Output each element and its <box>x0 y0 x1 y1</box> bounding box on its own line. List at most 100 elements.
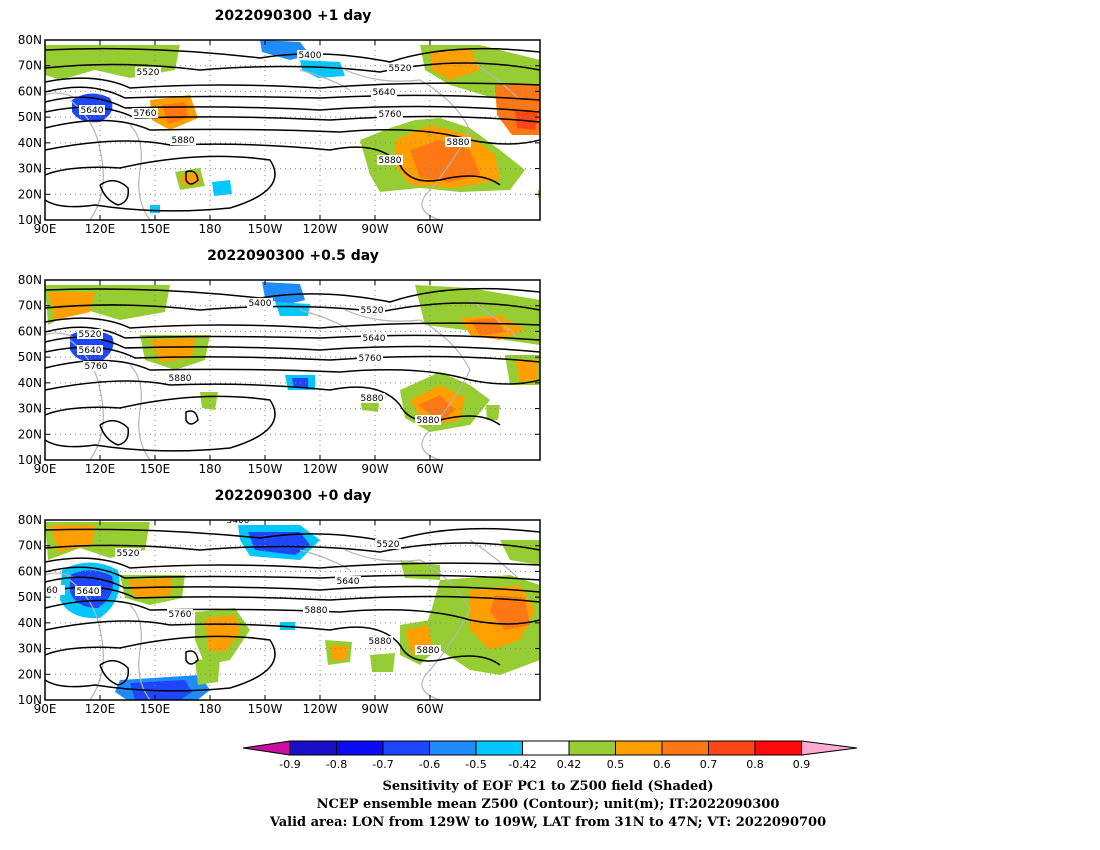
lat-tick-label: 50N <box>18 110 42 124</box>
lon-tick-label: 90W <box>361 462 388 476</box>
colorbar-segment <box>615 740 663 756</box>
map-panel-1: 2022090300 +1 day 5400 5520 5520 5640 5640 576… <box>18 8 541 236</box>
z500-contour <box>99 179 130 206</box>
colorbar-segment <box>429 740 477 756</box>
z500-contour <box>45 106 540 123</box>
sensitivity-shading <box>410 140 480 182</box>
contour-label: 5880 <box>170 135 196 146</box>
z500-contour <box>99 659 130 686</box>
sensitivity-shading <box>150 205 160 213</box>
z500-contour <box>45 287 540 303</box>
z500-contour <box>45 620 501 666</box>
contour-label: 5880 <box>303 605 329 616</box>
lon-tick-label: 120W <box>303 462 338 476</box>
z500-contour <box>45 395 276 452</box>
contour-label: 5760 <box>377 109 403 120</box>
colorbar-low-arrow <box>242 740 291 756</box>
lon-tick-label: 180 <box>199 702 222 716</box>
coastline <box>299 309 351 331</box>
lat-tick-label: 40N <box>18 616 42 630</box>
svg-text:5640: 5640 <box>81 106 104 116</box>
lon-tick-label: 90E <box>34 702 57 716</box>
contour-label: 5400 <box>225 520 251 526</box>
svg-text:5760: 5760 <box>169 610 192 620</box>
svg-text:5880: 5880 <box>379 156 402 166</box>
lat-tick-label: 30N <box>18 642 42 656</box>
z500-contour <box>45 576 540 593</box>
svg-text:5880: 5880 <box>417 416 440 426</box>
coastline <box>299 69 351 91</box>
svg-text:5760: 5760 <box>85 362 108 372</box>
lat-tick-label: 70N <box>18 59 42 73</box>
lat-tick-label: 10N <box>18 693 42 707</box>
contour-label: 5400 <box>247 298 273 309</box>
contour-label: 5640 <box>361 333 387 344</box>
svg-text:5640: 5640 <box>77 587 100 597</box>
colorbar-tick-label: -0.8 <box>326 758 347 771</box>
colorbar-tick-label: 0.9 <box>793 758 811 771</box>
lon-tick-label: 150W <box>248 462 283 476</box>
colorbar-segment <box>754 740 802 756</box>
sensitivity-shading <box>418 395 455 422</box>
contour-label: 5520 <box>115 548 141 559</box>
colorbar-segment <box>289 740 337 756</box>
z500-contour <box>185 170 199 185</box>
contour-label: 5880 <box>359 393 385 404</box>
sensitivity-shading <box>212 180 232 196</box>
z500-contour <box>45 527 540 543</box>
sensitivity-shading <box>430 48 480 80</box>
z500-contour <box>45 86 540 101</box>
coastline <box>129 604 151 700</box>
colorbar-tick-label: 0.42 <box>557 758 582 771</box>
lon-tick-label: 150E <box>140 702 171 716</box>
z500-contour <box>45 566 540 581</box>
panel-title: 2022090300 +1 day <box>215 8 372 24</box>
contour-label: 5640 <box>75 586 101 597</box>
svg-text:5880: 5880 <box>361 394 384 404</box>
colorbar-tick-label: -0.42 <box>508 758 536 771</box>
colorbar-segment <box>568 740 616 756</box>
colorbar-tick-label: -0.9 <box>279 758 300 771</box>
svg-text:5520: 5520 <box>389 64 412 74</box>
contour-label: 5880 <box>367 636 393 647</box>
contour-label: 5520 <box>135 67 161 78</box>
svg-text:5760: 5760 <box>359 354 382 364</box>
colorbar-segment <box>475 740 523 756</box>
colorbar-segment <box>382 740 430 756</box>
contour-label: 5880 <box>445 137 471 148</box>
map-frame <box>44 279 541 461</box>
sensitivity-shading <box>490 595 530 630</box>
colorbar-tick-label: 0.7 <box>700 758 718 771</box>
z500-contour <box>185 650 199 665</box>
lon-tick-label: 150E <box>140 222 171 236</box>
lon-tick-label: 180 <box>199 462 222 476</box>
contour-label: 5640 <box>77 345 103 356</box>
lon-tick-label: 120W <box>303 222 338 236</box>
colorbar-segment <box>708 740 756 756</box>
lat-tick-label: 70N <box>18 539 42 553</box>
z500-contour <box>45 62 540 73</box>
z500-contour <box>45 336 540 353</box>
sensitivity-shading <box>515 360 538 382</box>
z500-contour <box>99 419 130 446</box>
svg-text:5400: 5400 <box>249 299 272 309</box>
z500-contour <box>45 302 540 313</box>
sensitivity-shading <box>200 392 218 410</box>
lon-tick-label: 120E <box>85 222 116 236</box>
contour-label: 5760 <box>357 353 383 364</box>
z500-contour <box>45 542 540 553</box>
sensitivity-shading <box>330 645 348 660</box>
map-frame <box>44 39 541 221</box>
lat-tick-label: 40N <box>18 376 42 390</box>
lat-tick-label: 30N <box>18 162 42 176</box>
colorbar-high-arrow <box>801 740 858 756</box>
svg-text:5520: 5520 <box>361 306 384 316</box>
coastline <box>129 124 151 220</box>
lon-tick-label: 90W <box>361 222 388 236</box>
colorbar-tick-label: -0.6 <box>419 758 440 771</box>
sensitivity-shading <box>150 338 195 362</box>
svg-text:5880: 5880 <box>305 606 328 616</box>
lon-tick-label: 120E <box>85 462 116 476</box>
contour-label: 60 <box>45 585 65 596</box>
